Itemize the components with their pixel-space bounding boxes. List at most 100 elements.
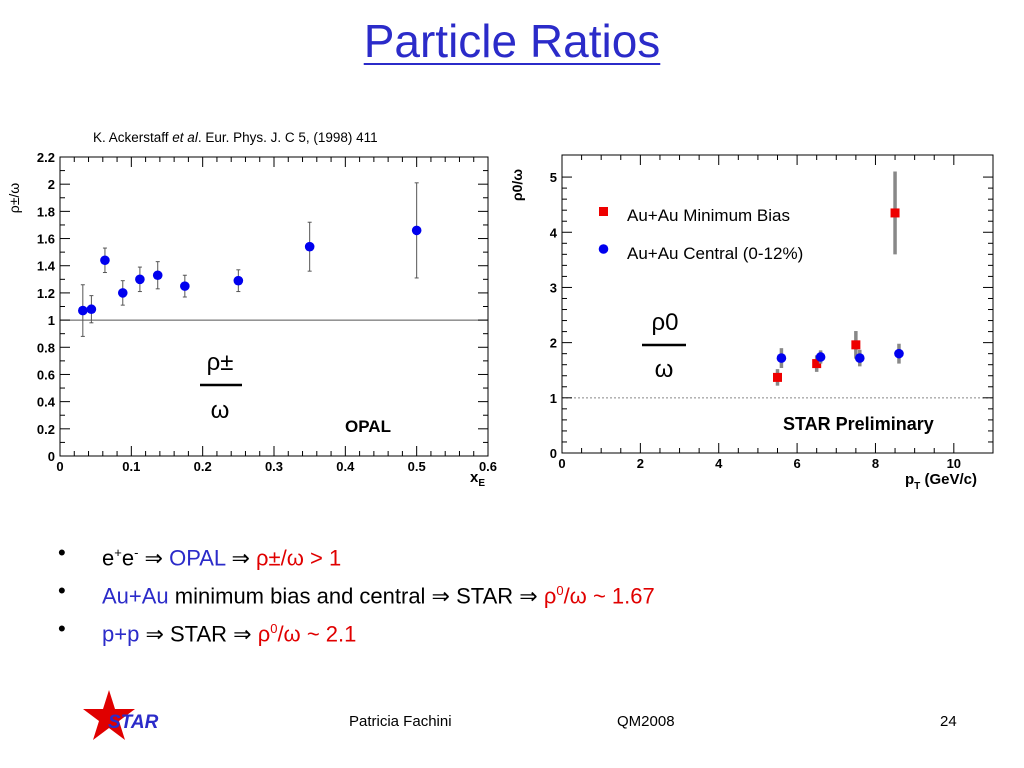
ratio-denominator: ω [211, 397, 230, 424]
data-point [776, 353, 787, 363]
x-tick-label: 0.5 [408, 459, 426, 474]
y-tick-label: 2 [48, 177, 55, 192]
x-tick-label: 10 [947, 456, 961, 471]
bullet-text: /ω ~ 2.1 [277, 621, 357, 647]
y-tick-label: 5 [550, 170, 557, 185]
data-point-square [851, 340, 861, 350]
x-axis-label-main: p [905, 471, 914, 488]
data-point [411, 225, 422, 236]
x-tick-label: 0.2 [194, 459, 212, 474]
bullet-text: /ω ~ 1.67 [563, 583, 655, 609]
bullet-text: OPAL [169, 545, 226, 571]
citation-rest: . Eur. Phys. J. C 5, (1998) 411 [197, 130, 378, 145]
y-tick-label: 1.2 [37, 286, 55, 301]
x-axis-label: xE [470, 469, 485, 489]
citation-etal: et al [172, 130, 198, 145]
x-axis-label-unit: (GeV/c) [920, 471, 977, 488]
bullet-sup: 0 [270, 621, 278, 636]
star-logo-text: STAR [108, 712, 159, 733]
bullet-pp: • p+p ⇒ STAR ⇒ ρ0/ω ~ 2.1 [58, 614, 655, 652]
bullet-text: p+p [102, 621, 140, 647]
y-tick-label: 0 [48, 449, 55, 464]
x-axis-label: pT (GeV/c) [905, 471, 977, 492]
y-tick-label: 3 [550, 280, 557, 295]
bullet-text: ρ [543, 583, 557, 609]
y-tick-label: 0.8 [37, 340, 55, 355]
data-point [78, 305, 88, 316]
y-tick-label: 2 [550, 336, 557, 351]
opal-chart: 0 0.1 0.2 0.3 0.4 0.5 0.6 0 0.2 0.4 0.6 0.8 1 1.2 1.4 1… [6, 150, 497, 489]
y-axis-label: ρ0/ω [509, 169, 525, 201]
x-tick-label: 4 [715, 456, 723, 471]
bullet-text: e [121, 545, 135, 571]
x-tick-label: 0.3 [265, 459, 283, 474]
data-point [117, 288, 128, 298]
y-axis-label: ρ±/ω [6, 183, 22, 214]
data-point [233, 275, 244, 286]
data-point-square [890, 208, 900, 218]
legend-label-central: Au+Au Central (0-12%) [627, 244, 803, 263]
legend-marker-minbias [599, 207, 608, 216]
data-point [86, 304, 97, 315]
bullet-auau: • Au+Au minimum bias and central ⇒ STAR … [58, 576, 655, 614]
x-tick-label: 8 [872, 456, 879, 471]
data-point [100, 255, 110, 266]
bullet-dot: • [58, 616, 66, 641]
x-axis-label-sub: E [478, 478, 485, 489]
bullet-text: ⇒ [138, 545, 170, 571]
ratio-denominator: ω [655, 356, 674, 383]
x-tick-label: 6 [793, 456, 800, 471]
bullet-text: e [102, 545, 115, 571]
y-tick-label: 2.2 [37, 150, 55, 165]
bullet-text: ρ±/ω > 1 [256, 545, 342, 571]
y-tick-label: 0.2 [37, 422, 55, 437]
data-point [180, 281, 190, 291]
y-tick-label: 1.4 [37, 259, 56, 274]
y-tick-label: 1 [550, 391, 557, 406]
y-tick-label: 0 [550, 446, 557, 461]
star-chart: 0 2 4 6 8 10 0 1 2 3 4 5 ρ0/ω pT (GeV/c) STAR Prelimin… [509, 154, 994, 492]
plot-frame [561, 154, 994, 454]
ratio-numerator: ρ0 [652, 309, 679, 336]
x-tick-label: 0 [558, 456, 565, 471]
data-point [854, 353, 865, 363]
bullet-opal: • e+e- ⇒ OPAL ⇒ ρ±/ω > 1 [58, 538, 655, 576]
y-tick-label: 1 [48, 313, 55, 328]
bullet-text: ⇒ STAR ⇒ [139, 621, 258, 647]
y-tick-label: 1.8 [37, 204, 55, 219]
bullet-dot: • [58, 540, 66, 565]
footer-page-number: 24 [940, 713, 957, 730]
y-tick-label: 1.6 [37, 232, 55, 247]
footer-author: Patricia Fachini [349, 713, 452, 730]
citation: K. Ackerstaff et al. Eur. Phys. J. C 5, … [93, 130, 378, 145]
y-tick-label: 4 [550, 225, 558, 240]
x-tick-label: 0.6 [479, 459, 497, 474]
x-axis-label-sub: T [914, 481, 920, 492]
star-logo: STAR [83, 690, 159, 740]
y-tick-label: 0.4 [37, 395, 56, 410]
bullet-sup: - [134, 545, 139, 560]
y-tick-label: 0.6 [37, 367, 55, 382]
footer-conference: QM2008 [617, 713, 675, 730]
x-tick-label: 0.1 [122, 459, 140, 474]
bullet-list: • e+e- ⇒ OPAL ⇒ ρ±/ω > 1 • Au+Au minimum… [58, 538, 655, 652]
star-logo-icon [83, 690, 135, 740]
x-tick-label: 2 [637, 456, 644, 471]
bullet-text: minimum bias and central ⇒ STAR ⇒ [168, 583, 544, 609]
bullet-dot: • [58, 578, 66, 603]
x-axis-label-main: x [470, 469, 479, 486]
bullet-text: Au+Au [102, 583, 169, 609]
data-point-square [812, 359, 822, 369]
bullet-text: ρ [257, 621, 271, 647]
citation-author: K. Ackerstaff [93, 130, 173, 145]
legend-label-minbias: Au+Au Minimum Bias [627, 206, 790, 225]
data-point-square [773, 372, 782, 382]
data-point [152, 270, 163, 281]
bullet-sup: + [114, 545, 122, 560]
ratio-numerator: ρ± [207, 349, 234, 376]
bullet-sup: 0 [556, 583, 564, 598]
star-preliminary-label: STAR Preliminary [783, 414, 934, 434]
x-tick-label: 0.4 [336, 459, 355, 474]
data-point [815, 352, 826, 362]
slide-title: Particle Ratios [363, 15, 661, 67]
